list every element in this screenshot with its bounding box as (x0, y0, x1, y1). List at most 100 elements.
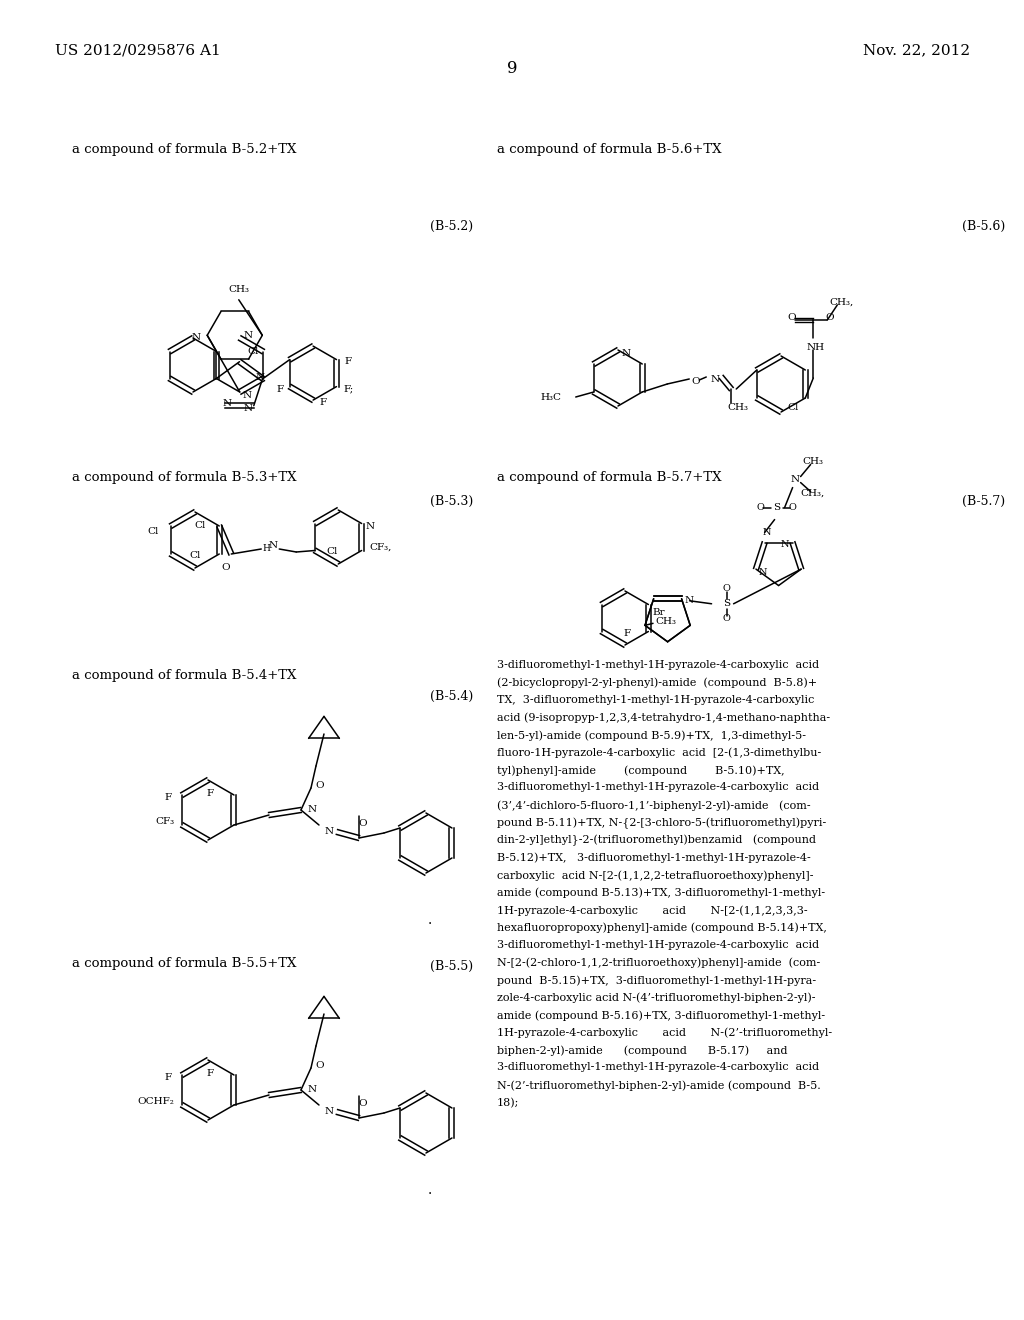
Text: 1H-pyrazole-4-carboxylic       acid       N-(2’-trifluoromethyl-: 1H-pyrazole-4-carboxylic acid N-(2’-trif… (497, 1027, 833, 1038)
Text: Cl: Cl (248, 347, 259, 356)
Text: Br: Br (652, 609, 665, 618)
Text: F: F (165, 1072, 172, 1081)
Text: NH: NH (806, 343, 824, 352)
Text: N: N (762, 528, 771, 537)
Text: N: N (308, 805, 317, 814)
Text: (2-bicyclopropyl-2-yl-phenyl)-amide  (compound  B-5.8)+: (2-bicyclopropyl-2-yl-phenyl)-amide (com… (497, 677, 817, 688)
Text: F: F (344, 358, 351, 366)
Text: N: N (191, 333, 201, 342)
Text: N: N (791, 475, 799, 484)
Text: carboxylic  acid N-[2-(1,1,2,2-tetrafluoroethoxy)phenyl]-: carboxylic acid N-[2-(1,1,2,2-tetrafluor… (497, 870, 813, 880)
Text: F: F (624, 628, 631, 638)
Text: (B-5.6): (B-5.6) (962, 220, 1006, 234)
Text: 3-difluoromethyl-1-methyl-1H-pyrazole-4-carboxylic  acid: 3-difluoromethyl-1-methyl-1H-pyrazole-4-… (497, 783, 819, 792)
Text: a compound of formula B-5.5+TX: a compound of formula B-5.5+TX (72, 957, 296, 970)
Text: .: . (428, 1183, 432, 1197)
Text: pound B-5.11)+TX, N-{2-[3-chloro-5-(trifluoromethyl)pyri-: pound B-5.11)+TX, N-{2-[3-chloro-5-(trif… (497, 817, 826, 829)
Text: (B-5.2): (B-5.2) (430, 220, 473, 234)
Text: O: O (788, 503, 797, 512)
Text: N: N (222, 399, 231, 408)
Text: (B-5.5): (B-5.5) (430, 960, 473, 973)
Text: hexafluoropropoxy)phenyl]-amide (compound B-5.14)+TX,: hexafluoropropoxy)phenyl]-amide (compoun… (497, 923, 826, 933)
Text: B-5.12)+TX,   3-difluoromethyl-1-methyl-1H-pyrazole-4-: B-5.12)+TX, 3-difluoromethyl-1-methyl-1H… (497, 853, 811, 863)
Text: N: N (308, 1085, 317, 1094)
Text: N: N (325, 1107, 334, 1117)
Text: S: S (773, 503, 780, 512)
Text: N: N (780, 540, 788, 549)
Text: a compound of formula B-5.4+TX: a compound of formula B-5.4+TX (72, 669, 296, 682)
Text: F;: F; (343, 384, 353, 393)
Text: TX,  3-difluoromethyl-1-methyl-1H-pyrazole-4-carboxylic: TX, 3-difluoromethyl-1-methyl-1H-pyrazol… (497, 696, 814, 705)
Text: CH₃: CH₃ (655, 616, 676, 626)
Text: fluoro-1H-pyrazole-4-carboxylic  acid  [2-(1,3-dimethylbu-: fluoro-1H-pyrazole-4-carboxylic acid [2-… (497, 747, 821, 758)
Text: N: N (366, 521, 374, 531)
Text: amide (compound B-5.13)+TX, 3-difluoromethyl-1-methyl-: amide (compound B-5.13)+TX, 3-difluorome… (497, 887, 825, 898)
Text: CF₃: CF₃ (155, 817, 174, 825)
Text: a compound of formula B-5.7+TX: a compound of formula B-5.7+TX (497, 471, 722, 484)
Text: (3’,4’-dichloro-5-fluoro-1,1’-biphenyl-2-yl)-amide   (com-: (3’,4’-dichloro-5-fluoro-1,1’-biphenyl-2… (497, 800, 811, 810)
Text: F: F (207, 1069, 214, 1078)
Text: CH₃: CH₃ (728, 403, 749, 412)
Text: H: H (262, 544, 270, 553)
Text: biphen-2-yl)-amide      (compound      B-5.17)     and: biphen-2-yl)-amide (compound B-5.17) and (497, 1045, 787, 1056)
Text: CH₃,: CH₃, (829, 297, 853, 306)
Text: amide (compound B-5.16)+TX, 3-difluoromethyl-1-methyl-: amide (compound B-5.16)+TX, 3-difluorome… (497, 1010, 825, 1020)
Text: O: O (221, 564, 229, 573)
Text: N-(2’-trifluoromethyl-biphen-2-yl)-amide (compound  B-5.: N-(2’-trifluoromethyl-biphen-2-yl)-amide… (497, 1080, 821, 1090)
Text: Cl: Cl (189, 550, 201, 560)
Text: N: N (244, 404, 252, 413)
Text: acid (9-isopropyp-1,2,3,4-tetrahydro-1,4-methano-naphtha-: acid (9-isopropyp-1,2,3,4-tetrahydro-1,4… (497, 713, 830, 723)
Text: CH₃: CH₃ (228, 285, 249, 294)
Text: 18);: 18); (497, 1097, 519, 1107)
Text: 1H-pyrazole-4-carboxylic       acid       N-[2-(1,1,2,3,3,3-: 1H-pyrazole-4-carboxylic acid N-[2-(1,1,… (497, 906, 808, 916)
Text: tyl)phenyl]-amide        (compound        B-5.10)+TX,: tyl)phenyl]-amide (compound B-5.10)+TX, (497, 766, 784, 776)
Text: N: N (268, 540, 278, 549)
Text: O: O (723, 614, 730, 623)
Text: O: O (358, 1100, 368, 1109)
Text: (B-5.7): (B-5.7) (962, 495, 1006, 508)
Text: 3-difluoromethyl-1-methyl-1H-pyrazole-4-carboxylic  acid: 3-difluoromethyl-1-methyl-1H-pyrazole-4-… (497, 1063, 819, 1072)
Text: O: O (691, 376, 699, 385)
Text: O: O (787, 314, 796, 322)
Text: O: O (315, 781, 324, 791)
Text: OCHF₂: OCHF₂ (137, 1097, 174, 1106)
Text: O: O (825, 314, 834, 322)
Text: Cl: Cl (147, 527, 159, 536)
Text: O: O (723, 585, 730, 593)
Text: O: O (358, 820, 368, 829)
Text: CH₃: CH₃ (802, 457, 823, 466)
Text: N: N (622, 348, 631, 358)
Text: N: N (243, 391, 252, 400)
Text: O: O (315, 1061, 324, 1071)
Text: .: . (428, 913, 432, 927)
Text: N: N (244, 331, 253, 341)
Text: US 2012/0295876 A1: US 2012/0295876 A1 (55, 44, 221, 57)
Text: CF₃,: CF₃, (370, 543, 392, 552)
Text: a compound of formula B-5.2+TX: a compound of formula B-5.2+TX (72, 143, 296, 156)
Text: a compound of formula B-5.6+TX: a compound of formula B-5.6+TX (497, 143, 722, 156)
Text: N-[2-(2-chloro-1,1,2-trifluoroethoxy)phenyl]-amide  (com-: N-[2-(2-chloro-1,1,2-trifluoroethoxy)phe… (497, 957, 820, 968)
Text: pound  B-5.15)+TX,  3-difluoromethyl-1-methyl-1H-pyra-: pound B-5.15)+TX, 3-difluoromethyl-1-met… (497, 975, 816, 986)
Text: len-5-yl)-amide (compound B-5.9)+TX,  1,3-dimethyl-5-: len-5-yl)-amide (compound B-5.9)+TX, 1,3… (497, 730, 806, 741)
Text: O: O (757, 503, 765, 512)
Text: N: N (711, 375, 720, 384)
Text: S: S (723, 599, 730, 609)
Text: Cl: Cl (195, 520, 206, 529)
Text: N: N (685, 597, 694, 606)
Text: N: N (255, 374, 264, 381)
Text: N: N (759, 568, 767, 577)
Text: Nov. 22, 2012: Nov. 22, 2012 (863, 44, 970, 57)
Text: Cl: Cl (787, 404, 799, 412)
Text: H₃C: H₃C (541, 393, 562, 403)
Text: (B-5.3): (B-5.3) (430, 495, 473, 508)
Text: N: N (325, 828, 334, 837)
Text: F: F (165, 792, 172, 801)
Text: 3-difluoromethyl-1-methyl-1H-pyrazole-4-carboxylic  acid: 3-difluoromethyl-1-methyl-1H-pyrazole-4-… (497, 660, 819, 671)
Text: F: F (276, 385, 284, 395)
Text: CH₃,: CH₃, (801, 488, 824, 498)
Text: F: F (319, 397, 327, 407)
Text: 3-difluoromethyl-1-methyl-1H-pyrazole-4-carboxylic  acid: 3-difluoromethyl-1-methyl-1H-pyrazole-4-… (497, 940, 819, 950)
Text: a compound of formula B-5.3+TX: a compound of formula B-5.3+TX (72, 471, 297, 484)
Text: 9: 9 (507, 59, 517, 77)
Text: Cl: Cl (327, 546, 338, 556)
